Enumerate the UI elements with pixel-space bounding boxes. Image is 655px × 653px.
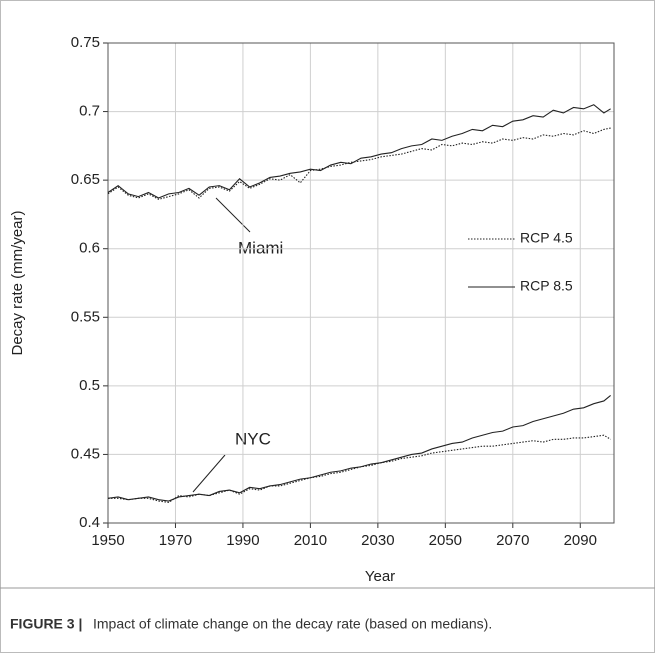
legend-label: RCP 4.5 [520,230,573,246]
y-tick-label: 0.45 [71,445,100,462]
y-tick-label: 0.7 [79,103,100,120]
group-label: NYC [235,429,271,448]
leader-line [192,454,226,493]
plot-frame [107,42,615,524]
y-axis-label: Decay rate (mm/year) [9,210,26,355]
x-tick-label: 2050 [429,532,462,549]
y-tick-label: 0.6 [79,240,100,257]
legend-label: RCP 8.5 [520,278,573,294]
x-tick-label: 2010 [294,532,327,549]
x-tick-label: 2090 [564,532,597,549]
leader-line [215,197,251,233]
group-label: Miami [238,238,283,257]
y-tick-label: 0.65 [71,171,100,188]
y-tick-label: 0.5 [79,377,100,394]
figure-label: FIGURE 3 | [10,616,82,632]
x-tick-label: 1950 [91,532,124,549]
x-tick-label: 1970 [159,532,192,549]
x-tick-label: 2070 [496,532,529,549]
series-line [107,104,611,199]
x-tick-label: 2030 [361,532,394,549]
y-tick-label: 0.55 [71,308,100,325]
series-line [107,127,611,200]
series-line [107,395,611,502]
y-tick-label: 0.75 [71,34,100,51]
x-tick-label: 1990 [226,532,259,549]
series-line [108,434,611,504]
y-tick-label: 0.4 [79,514,100,531]
x-axis-label: Year [365,568,395,585]
figure-caption: Impact of climate change on the decay ra… [93,616,492,632]
